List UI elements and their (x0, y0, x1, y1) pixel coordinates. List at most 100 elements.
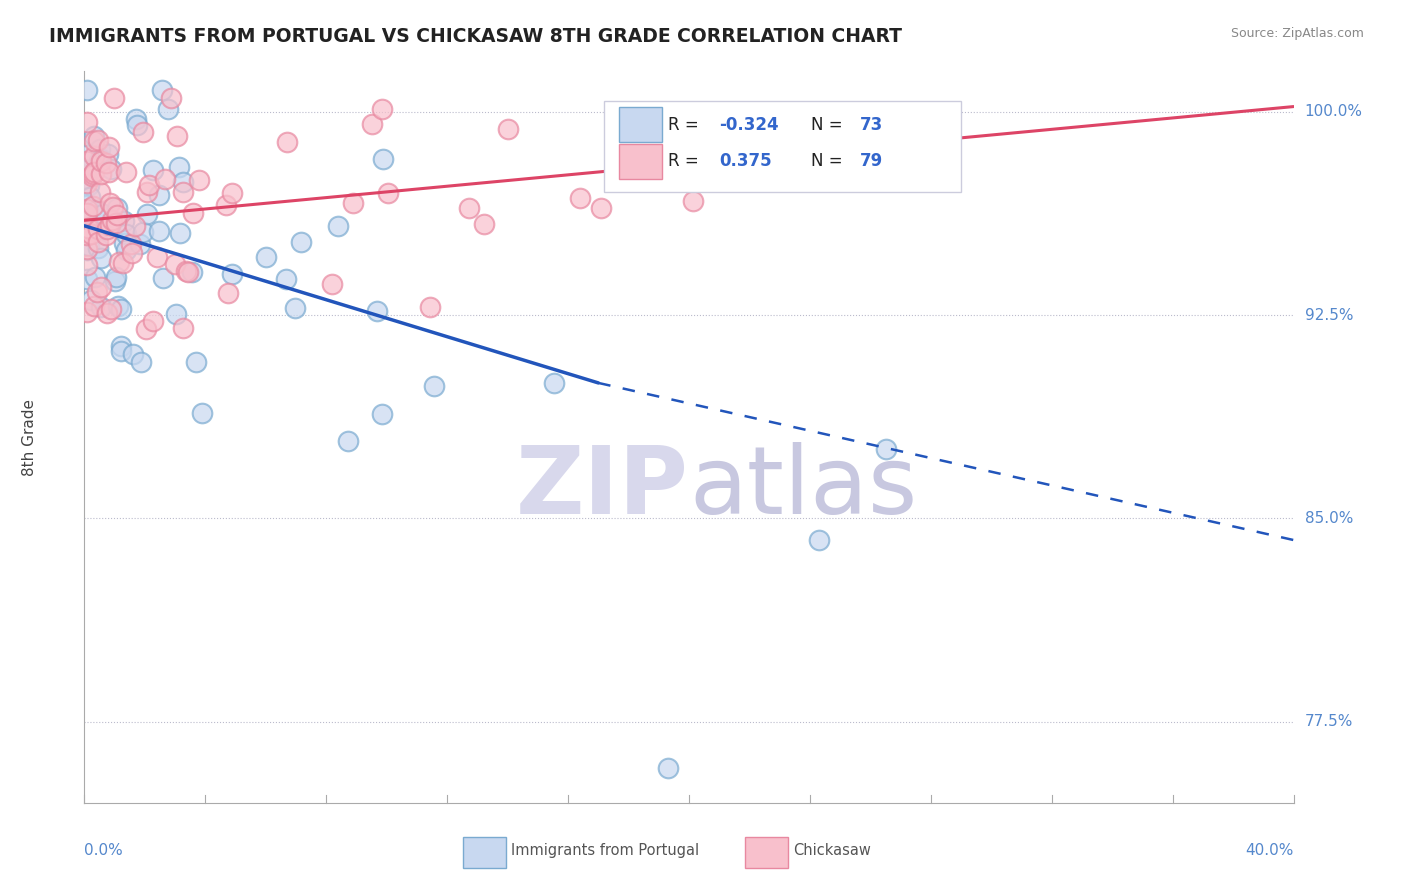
Point (86, 241, 108, 255)
Text: 0.375: 0.375 (720, 153, 772, 170)
Point (79, 189, 101, 203)
Text: 79: 79 (859, 153, 883, 170)
Point (807, 533, 830, 547)
Point (91, 207, 114, 221)
Point (105, 269, 128, 284)
Point (83, 128, 105, 143)
Point (76, 114, 98, 128)
Point (146, 250, 169, 264)
Point (163, 257, 186, 271)
Point (342, 195, 364, 210)
FancyBboxPatch shape (745, 838, 789, 868)
Point (101, 200, 124, 214)
Point (148, 224, 170, 238)
Point (153, 171, 176, 186)
Point (80, 227, 103, 241)
Point (97, 165, 120, 179)
Point (104, 216, 127, 230)
Point (165, 307, 187, 321)
Point (115, 244, 138, 258)
Point (472, 217, 495, 231)
Point (136, 207, 159, 221)
Point (89, 142, 111, 156)
Point (290, 235, 312, 250)
Point (76, 258, 98, 272)
Point (90, 279, 112, 293)
Point (132, 225, 155, 239)
Point (217, 286, 239, 301)
Point (104, 274, 127, 288)
Text: Immigrants from Portugal: Immigrants from Portugal (512, 843, 699, 858)
Point (152, 271, 174, 285)
Point (83, 149, 105, 163)
Point (156, 102, 179, 116)
Point (90, 153, 112, 168)
Text: 0.0%: 0.0% (84, 844, 124, 858)
Point (112, 214, 135, 228)
Point (76, 202, 98, 217)
Text: R =: R = (668, 116, 699, 134)
Point (131, 355, 153, 369)
Point (138, 178, 160, 193)
Text: Source: ZipAtlas.com: Source: ZipAtlas.com (1230, 27, 1364, 40)
Point (422, 378, 444, 392)
Point (114, 227, 136, 241)
Text: N =: N = (811, 116, 842, 134)
Point (221, 186, 243, 200)
Point (76, 176, 98, 190)
Text: 77.5%: 77.5% (1305, 714, 1353, 729)
Point (76, 170, 98, 185)
Point (115, 165, 138, 179)
Text: R =: R = (668, 153, 699, 170)
Text: 85.0%: 85.0% (1305, 511, 1353, 526)
Point (129, 236, 152, 251)
Point (90, 300, 112, 314)
Point (172, 320, 194, 334)
Point (89, 154, 111, 169)
Point (657, 761, 679, 775)
Point (87, 133, 110, 147)
Point (284, 301, 307, 316)
Point (83, 134, 105, 148)
Point (107, 300, 129, 314)
Point (77, 239, 100, 253)
Point (100, 162, 122, 177)
Point (172, 175, 194, 189)
Point (326, 219, 349, 234)
Point (98, 218, 121, 232)
Point (96, 306, 118, 320)
Point (172, 185, 194, 199)
Point (105, 201, 128, 215)
Point (276, 135, 298, 149)
Point (76, 83, 98, 97)
Point (135, 322, 157, 336)
Point (86, 203, 108, 218)
Point (89, 186, 111, 200)
Point (496, 122, 519, 136)
Point (82, 167, 104, 181)
Point (76, 163, 98, 178)
Point (112, 236, 135, 251)
Point (90, 251, 112, 265)
Point (96, 221, 118, 235)
Point (76, 220, 98, 235)
FancyBboxPatch shape (463, 838, 506, 868)
Point (80, 293, 103, 307)
Point (167, 160, 190, 174)
Point (80, 169, 103, 183)
Point (135, 186, 157, 200)
Text: -0.324: -0.324 (720, 116, 779, 134)
Point (543, 376, 565, 391)
Point (110, 301, 132, 316)
Point (76, 211, 98, 225)
Point (76, 148, 98, 162)
Point (90, 167, 112, 181)
Point (457, 201, 479, 215)
Point (111, 255, 134, 269)
Point (83, 165, 105, 179)
Point (76, 242, 98, 256)
Point (76, 224, 98, 238)
Point (83, 270, 105, 285)
Point (87, 222, 110, 236)
Text: 73: 73 (859, 116, 883, 134)
